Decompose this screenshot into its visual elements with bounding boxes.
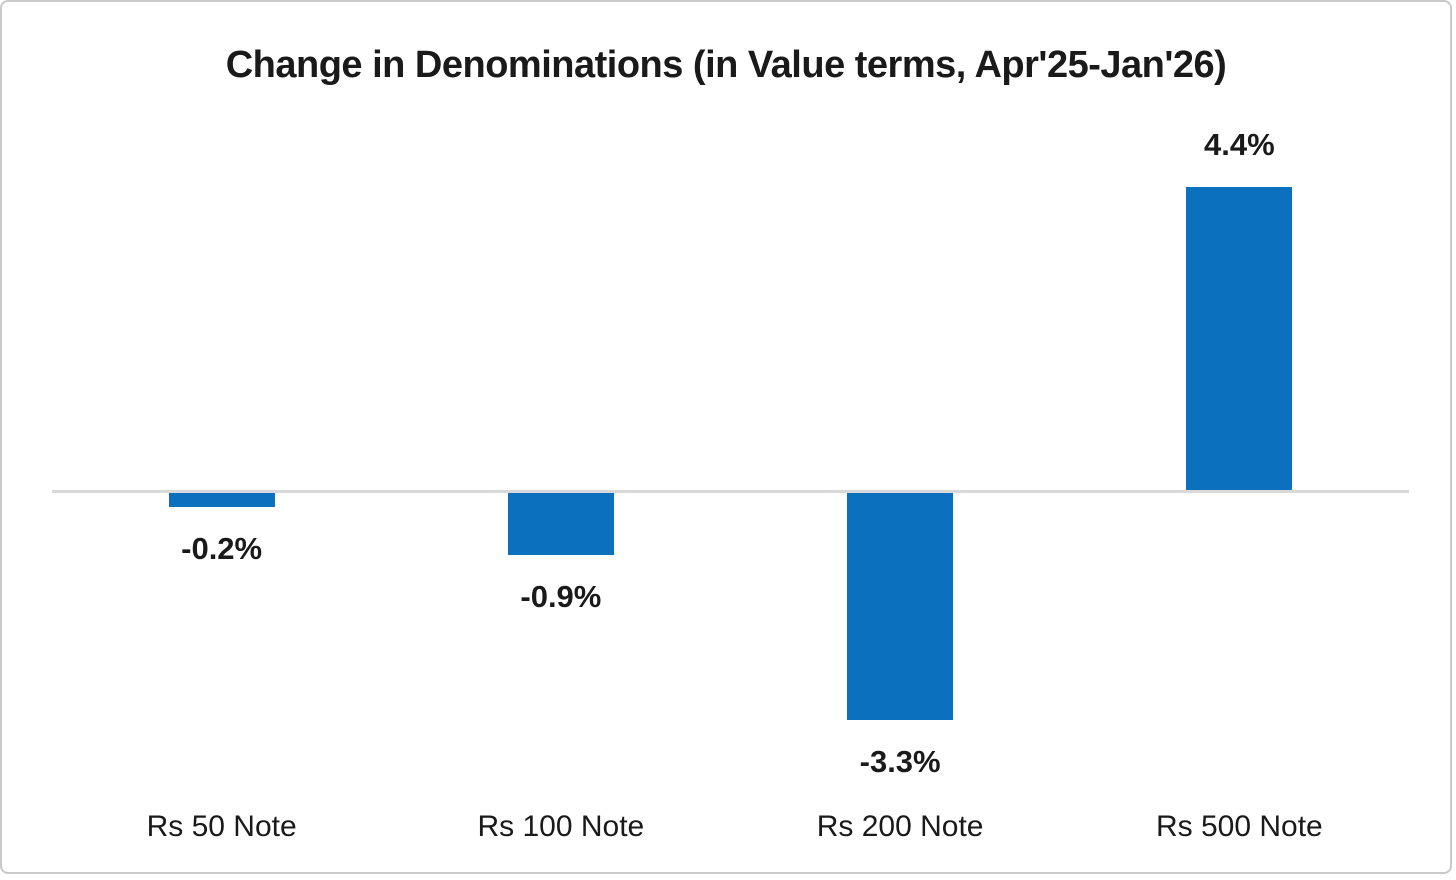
- value-label: 4.4%: [1204, 126, 1275, 162]
- bar-rs-500-note: [1186, 186, 1293, 490]
- chart-title: Change in Denominations (in Value terms,…: [225, 44, 1227, 86]
- value-label: -0.9%: [520, 579, 602, 614]
- category-label: Rs 200 Note: [816, 810, 984, 843]
- value-label: -3.3%: [859, 744, 941, 780]
- category-label: Rs 50 Note: [146, 810, 297, 843]
- bar-rs-200-note: [847, 493, 954, 721]
- bar-rs-50-note: [168, 493, 275, 507]
- category-label: Rs 500 Note: [1155, 810, 1323, 843]
- category-label: Rs 100 Note: [477, 810, 645, 843]
- bar-rs-100-note: [507, 493, 614, 555]
- value-label: -0.2%: [181, 530, 263, 566]
- zero-axis-line: [52, 490, 1409, 493]
